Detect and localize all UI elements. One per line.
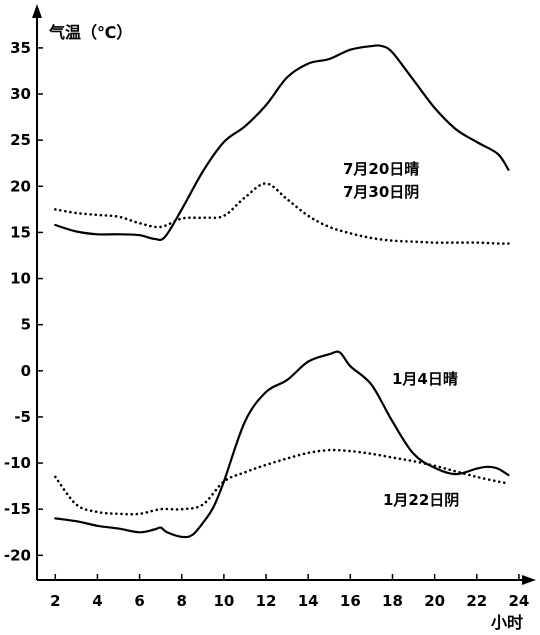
y-tick-label: -20 [4, 546, 31, 564]
x-tick-label: 22 [466, 592, 487, 610]
label-jan4-sunny: 1月4日晴 [392, 370, 458, 388]
x-tick-label: 24 [508, 592, 529, 610]
y-axis-title: 气温（℃） [48, 23, 132, 42]
y-ticks: 35 30 25 20 15 10 5 0 -5 -10 -15 -20 [4, 39, 43, 564]
series-layer [54, 44, 510, 539]
y-tick-label: 0 [21, 362, 31, 380]
y-tick-label: -5 [14, 408, 31, 426]
y-axis [32, 4, 42, 580]
x-tick-label: 14 [298, 592, 319, 610]
x-tick-label: 8 [177, 592, 187, 610]
y-tick-label: 10 [10, 270, 31, 288]
label-jan22-cloudy: 1月22日阴 [383, 491, 459, 509]
x-tick-label: 2 [50, 592, 60, 610]
y-tick-label: 30 [10, 85, 31, 103]
label-jul20-sunny: 7月20日晴 [343, 160, 419, 178]
y-tick-label: -10 [4, 454, 31, 472]
x-tick-label: 12 [256, 592, 277, 610]
y-tick-label: -15 [4, 500, 31, 518]
x-tick-label: 4 [92, 592, 102, 610]
x-axis-title: 小时 [491, 613, 523, 632]
series-jul20-sunny [54, 44, 510, 242]
x-ticks: 2 4 6 8 10 12 14 16 18 20 22 24 [50, 574, 529, 610]
y-tick-label: 35 [10, 39, 31, 57]
x-tick-label: 10 [213, 592, 234, 610]
label-jul30-cloudy: 7月30日阴 [343, 183, 419, 201]
y-tick-label: 20 [10, 177, 31, 195]
series-jan22-cloudy [54, 448, 510, 516]
x-axis [37, 575, 536, 585]
x-tick-label: 20 [424, 592, 445, 610]
y-tick-label: 25 [10, 131, 31, 149]
y-tick-label: 15 [10, 223, 31, 241]
x-axis-arrow [522, 575, 536, 585]
series-jan4-sunny [54, 350, 510, 539]
x-tick-label: 6 [134, 592, 144, 610]
y-tick-label: 5 [21, 316, 31, 334]
y-axis-arrow [32, 4, 42, 18]
x-tick-label: 16 [340, 592, 361, 610]
x-tick-label: 18 [382, 592, 403, 610]
